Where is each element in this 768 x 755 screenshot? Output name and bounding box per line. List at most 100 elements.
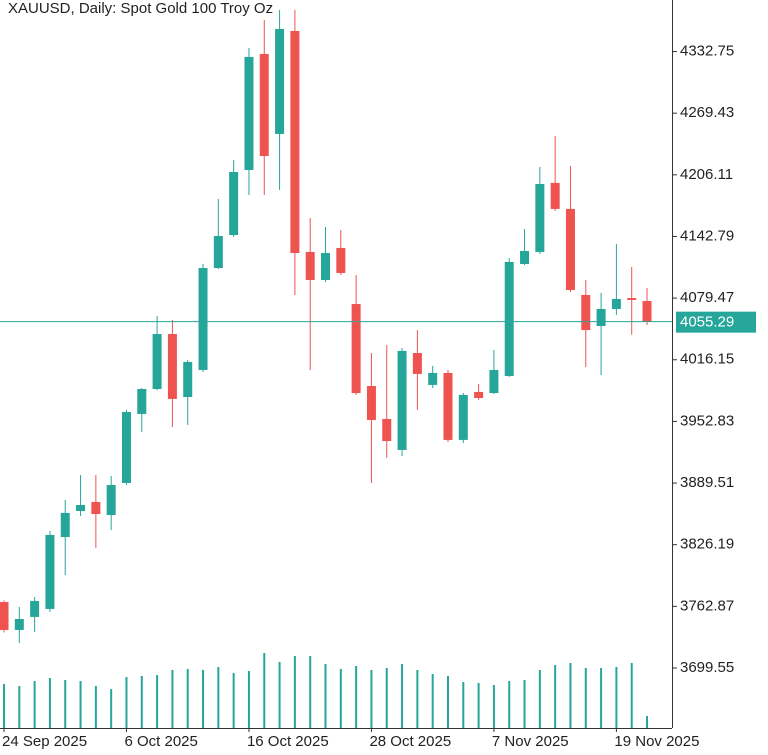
candle-body	[91, 501, 101, 515]
volume-bar	[584, 668, 587, 728]
candle-body	[14, 618, 24, 630]
candle-body	[106, 485, 116, 515]
volume-bar	[263, 653, 266, 728]
volume-bar	[232, 673, 235, 728]
volume-bar	[125, 677, 128, 728]
candle-body	[565, 208, 575, 291]
volume-bar	[446, 676, 449, 728]
candle-body	[275, 29, 285, 134]
x-tick-label: 7 Nov 2025	[492, 733, 569, 750]
volume-bar	[416, 670, 419, 728]
volume-bar	[18, 686, 21, 728]
volume-bar	[462, 682, 465, 728]
x-tick-label: 28 Oct 2025	[369, 733, 451, 750]
candle-body	[382, 419, 392, 442]
volume-bar	[278, 662, 281, 728]
volume-bar	[523, 680, 526, 728]
y-tick-label: 4142.79	[680, 227, 734, 244]
candle-body	[183, 361, 193, 398]
volume-bar	[355, 666, 358, 728]
volume-bar	[3, 684, 5, 728]
volume-bar	[110, 689, 113, 728]
volume-bar	[370, 670, 373, 728]
candle-body	[397, 350, 407, 450]
candle-body	[443, 372, 453, 440]
candle-body	[412, 352, 422, 374]
volume-bar	[630, 663, 633, 728]
candle-body	[198, 268, 208, 370]
volume-bar	[401, 664, 404, 728]
volume-bar	[94, 686, 97, 728]
candle-body	[474, 391, 484, 398]
volume-bar	[217, 667, 220, 728]
volume-bar	[247, 671, 250, 728]
y-tick-label: 4206.11	[680, 166, 733, 183]
candle-body	[581, 294, 591, 331]
candle-body	[167, 334, 177, 399]
volume-bar	[339, 669, 342, 728]
y-tick-label: 4269.43	[680, 104, 734, 121]
volume-bar	[156, 675, 159, 728]
candle-body	[290, 30, 300, 254]
candle-body	[45, 534, 55, 609]
candle-body	[550, 182, 560, 209]
volume-bar	[202, 670, 205, 728]
volume-bar	[492, 685, 495, 728]
candle-body	[259, 53, 269, 156]
y-tick-label: 3826.19	[680, 536, 734, 553]
candle-body	[244, 56, 254, 170]
volume-bar	[538, 670, 541, 728]
y-tick-label: 3952.83	[680, 412, 734, 429]
candle-body	[305, 251, 315, 280]
x-tick-label: 19 Nov 2025	[614, 733, 699, 750]
volume-bar	[48, 678, 51, 728]
candle-body	[0, 602, 9, 630]
volume-bar	[569, 663, 572, 728]
y-tick-label: 4016.15	[680, 351, 734, 368]
candle-body	[458, 394, 468, 440]
volume-bar	[64, 680, 67, 728]
candle-body	[229, 172, 239, 236]
candle-body	[76, 504, 86, 512]
y-tick-label: 4079.47	[680, 289, 734, 306]
candle-body	[321, 253, 331, 280]
candle-body	[152, 334, 162, 390]
volume-bar	[508, 681, 511, 728]
candle-body	[489, 369, 499, 394]
last-price-label: 4055.29	[680, 314, 734, 331]
volume-bar	[33, 681, 36, 728]
volume-bar	[615, 667, 618, 728]
volume-bar	[293, 656, 296, 728]
volume-bar	[385, 668, 388, 728]
volume-bar	[646, 716, 649, 728]
last-price-box	[676, 311, 756, 333]
candle-body	[428, 372, 438, 385]
y-tick-label: 3699.55	[680, 659, 734, 676]
y-tick-label: 4332.75	[680, 43, 734, 60]
x-tick-label: 24 Sep 2025	[2, 733, 87, 750]
candle-body	[60, 512, 70, 537]
volume-bar	[324, 664, 327, 728]
volume-bar	[79, 681, 82, 728]
candle-body	[504, 261, 514, 376]
candle-body	[520, 250, 530, 265]
candle-body	[121, 411, 131, 483]
x-tick-label: 16 Oct 2025	[247, 733, 329, 750]
volume-bar	[140, 676, 143, 728]
x-tick-label: 6 Oct 2025	[124, 733, 197, 750]
y-tick-label: 3762.87	[680, 597, 734, 614]
candle-body	[336, 247, 346, 273]
volume-bar	[554, 665, 557, 728]
volume-bar	[309, 656, 312, 728]
candle-body	[351, 304, 361, 394]
candle-body	[642, 301, 652, 322]
chart-title: XAUUSD, Daily: Spot Gold 100 Troy Oz	[8, 0, 273, 17]
candle-body	[137, 389, 147, 414]
candle-body	[535, 183, 545, 252]
volume-bar	[186, 669, 189, 728]
volume-bar	[600, 668, 603, 728]
volume-bar	[431, 674, 434, 728]
candle-body	[611, 298, 621, 309]
